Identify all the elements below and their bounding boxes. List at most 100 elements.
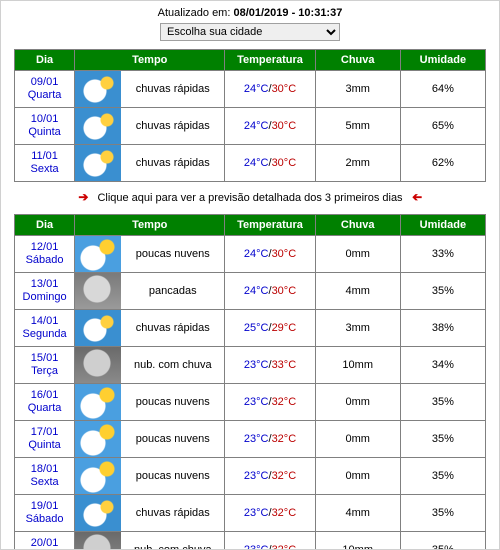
rain-cell: 0mm bbox=[315, 421, 400, 458]
condition-label: chuvas rápidas bbox=[121, 120, 224, 132]
weekday-value: Sexta bbox=[15, 476, 74, 489]
temperature-cell: 25°C/29°C bbox=[225, 310, 315, 347]
condition-label: chuvas rápidas bbox=[121, 83, 224, 95]
col-tempo: Tempo bbox=[75, 50, 225, 71]
date-value: 11/01 bbox=[15, 150, 74, 163]
temperature-cell: 23°C/32°C bbox=[225, 458, 315, 495]
col-chuva: Chuva bbox=[315, 215, 400, 236]
temp-high: 29°C bbox=[272, 322, 297, 334]
rain-cell: 0mm bbox=[315, 384, 400, 421]
table-row: 19/01 Sábado chuvas rápidas 23°C/32°C 4m… bbox=[15, 495, 486, 532]
temperature-cell: 24°C/30°C bbox=[225, 145, 315, 182]
table-row: 14/01 Segunda chuvas rápidas 25°C/29°C 3… bbox=[15, 310, 486, 347]
detail-link-row: ➔ Clique aqui para ver a previsão detalh… bbox=[1, 182, 499, 214]
forecast-table-extended: Dia Tempo Temperatura Chuva Umidade 12/0… bbox=[14, 214, 486, 550]
weather-icon bbox=[75, 384, 121, 420]
date-cell: 10/01 Quinta bbox=[15, 113, 74, 139]
temperature-cell: 24°C/30°C bbox=[225, 108, 315, 145]
temp-low: 23°C bbox=[244, 433, 269, 445]
humidity-cell: 34% bbox=[400, 347, 485, 384]
rain-cell: 4mm bbox=[315, 495, 400, 532]
condition-label: poucas nuvens bbox=[121, 248, 224, 260]
condition-label: chuvas rápidas bbox=[121, 322, 224, 334]
humidity-cell: 35% bbox=[400, 458, 485, 495]
weekday-value: Segunda bbox=[15, 328, 74, 341]
date-value: 14/01 bbox=[15, 315, 74, 328]
weather-icon bbox=[75, 421, 121, 457]
condition-label: poucas nuvens bbox=[121, 396, 224, 408]
header: Atualizado em: 08/01/2019 - 10:31:37 bbox=[1, 1, 499, 23]
rain-cell: 0mm bbox=[315, 458, 400, 495]
temp-high: 30°C bbox=[272, 120, 297, 132]
temp-low: 25°C bbox=[244, 322, 269, 334]
table-row: 17/01 Quinta poucas nuvens 23°C/32°C 0mm… bbox=[15, 421, 486, 458]
date-cell: 09/01 Quarta bbox=[15, 76, 74, 102]
rain-cell: 4mm bbox=[315, 273, 400, 310]
date-cell: 16/01 Quarta bbox=[15, 389, 74, 415]
temp-low: 24°C bbox=[244, 120, 269, 132]
temperature-cell: 23°C/32°C bbox=[225, 384, 315, 421]
humidity-cell: 35% bbox=[400, 532, 485, 550]
table-row: 11/01 Sexta chuvas rápidas 24°C/30°C 2mm… bbox=[15, 145, 486, 182]
humidity-cell: 65% bbox=[400, 108, 485, 145]
weather-icon bbox=[75, 236, 121, 272]
humidity-cell: 33% bbox=[400, 236, 485, 273]
date-value: 16/01 bbox=[15, 389, 74, 402]
col-dia: Dia bbox=[15, 50, 75, 71]
col-umidade: Umidade bbox=[400, 215, 485, 236]
weather-icon bbox=[75, 532, 121, 550]
updated-value: 08/01/2019 - 10:31:37 bbox=[233, 7, 342, 19]
weekday-value: Sábado bbox=[15, 513, 74, 526]
temp-high: 30°C bbox=[272, 285, 297, 297]
col-chuva: Chuva bbox=[315, 50, 400, 71]
date-value: 18/01 bbox=[15, 463, 74, 476]
forecast-table-top: Dia Tempo Temperatura Chuva Umidade 09/0… bbox=[14, 49, 486, 182]
weekday-value: Quarta bbox=[15, 89, 74, 102]
temp-high: 30°C bbox=[272, 157, 297, 169]
weather-icon bbox=[75, 310, 121, 346]
condition-label: nub. com chuva bbox=[121, 544, 224, 550]
table-row: 15/01 Terça nub. com chuva 23°C/33°C 10m… bbox=[15, 347, 486, 384]
temp-low: 23°C bbox=[244, 359, 269, 371]
date-value: 12/01 bbox=[15, 241, 74, 254]
date-value: 19/01 bbox=[15, 500, 74, 513]
weekday-value: Sexta bbox=[15, 163, 74, 176]
rain-cell: 3mm bbox=[315, 310, 400, 347]
rain-cell: 5mm bbox=[315, 108, 400, 145]
date-value: 17/01 bbox=[15, 426, 74, 439]
temp-low: 24°C bbox=[244, 157, 269, 169]
date-cell: 17/01 Quinta bbox=[15, 426, 74, 452]
city-select[interactable]: Escolha sua cidade bbox=[160, 23, 340, 41]
condition-label: poucas nuvens bbox=[121, 433, 224, 445]
weather-icon bbox=[75, 108, 121, 144]
humidity-cell: 35% bbox=[400, 384, 485, 421]
temp-low: 23°C bbox=[244, 507, 269, 519]
condition-label: chuvas rápidas bbox=[121, 507, 224, 519]
temperature-cell: 23°C/32°C bbox=[225, 532, 315, 550]
temperature-cell: 24°C/30°C bbox=[225, 71, 315, 108]
temp-low: 23°C bbox=[244, 470, 269, 482]
temp-high: 30°C bbox=[272, 83, 297, 95]
temp-high: 32°C bbox=[272, 396, 297, 408]
col-temperatura: Temperatura bbox=[225, 215, 315, 236]
temperature-cell: 24°C/30°C bbox=[225, 273, 315, 310]
detail-link[interactable]: Clique aqui para ver a previsão detalhad… bbox=[97, 192, 402, 204]
humidity-cell: 35% bbox=[400, 495, 485, 532]
date-cell: 18/01 Sexta bbox=[15, 463, 74, 489]
arrow-left-icon: ➔ bbox=[406, 190, 428, 204]
humidity-cell: 35% bbox=[400, 421, 485, 458]
temp-high: 32°C bbox=[272, 507, 297, 519]
date-cell: 19/01 Sábado bbox=[15, 500, 74, 526]
arrow-right-icon: ➔ bbox=[72, 190, 94, 204]
date-value: 09/01 bbox=[15, 76, 74, 89]
temperature-cell: 23°C/32°C bbox=[225, 495, 315, 532]
city-select-wrap: Escolha sua cidade bbox=[1, 23, 499, 41]
table-row: 09/01 Quarta chuvas rápidas 24°C/30°C 3m… bbox=[15, 71, 486, 108]
weekday-value: Quinta bbox=[15, 439, 74, 452]
weekday-value: Quinta bbox=[15, 126, 74, 139]
temp-low: 23°C bbox=[244, 544, 269, 550]
temperature-cell: 23°C/33°C bbox=[225, 347, 315, 384]
humidity-cell: 62% bbox=[400, 145, 485, 182]
rain-cell: 3mm bbox=[315, 71, 400, 108]
col-dia: Dia bbox=[15, 215, 75, 236]
